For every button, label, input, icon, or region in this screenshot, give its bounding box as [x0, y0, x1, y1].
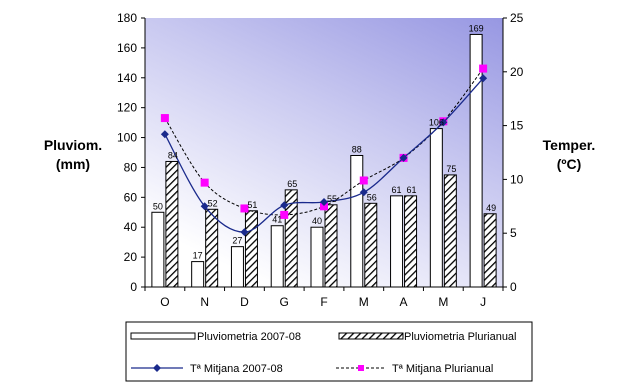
- legend-label-temp-2007-08: Tª Mitjana 2007-08: [190, 363, 283, 375]
- legend-swatch-pluviometria-plurianual: [338, 332, 404, 340]
- data-label-pluviometria-plurianual: 56: [367, 192, 377, 202]
- x-axis-category-label: O: [160, 295, 169, 309]
- legend-swatch-temp-2007-08-marker: [153, 364, 161, 372]
- point-temp-plurianual: [200, 178, 209, 187]
- right-axis-title-line1: Temper.: [543, 137, 596, 153]
- right-axis-tick-label: 5: [510, 226, 517, 240]
- x-axis-category-label: A: [400, 295, 408, 309]
- legend-label-pluviometria-2007-08: Pluviometria 2007-08: [197, 331, 301, 343]
- data-label-pluviometria-2007-08: 61: [392, 185, 402, 195]
- x-axis-category-label: G: [280, 295, 289, 309]
- lines-layer: [160, 64, 488, 237]
- bar-pluviometria-plurianual: [483, 213, 497, 288]
- bar-pluviometria-plurianual: [443, 174, 457, 288]
- bar-pluviometria-2007-08: [270, 225, 284, 288]
- point-temp-plurianual: [280, 210, 289, 219]
- point-temp-2007-08: [200, 202, 209, 211]
- point-temp-plurianual: [320, 202, 328, 211]
- left-axis-tick-label: 120: [117, 101, 137, 115]
- legend-swatch-temp-plurianual-marker: [358, 365, 364, 371]
- x-axis-category-label: J: [480, 295, 486, 309]
- bar-pluviometria-2007-08: [151, 211, 165, 288]
- data-label-pluviometria-2007-08: 17: [193, 251, 203, 261]
- point-temp-plurianual: [240, 204, 249, 213]
- right-axis-ticks: 0 5 10 15 20 25: [503, 11, 524, 294]
- point-temp-2007-08: [439, 118, 448, 127]
- point-temp-2007-08: [280, 201, 289, 210]
- right-axis-title-line2: (ºC): [557, 156, 582, 172]
- bar-pluviometria-2007-08: [350, 154, 364, 288]
- data-label-pluviometria-plurianual: 75: [446, 164, 456, 174]
- x-axis-category-label: M: [359, 295, 369, 309]
- data-label-pluviometria-plurianual: 84: [168, 150, 178, 160]
- left-axis-tick-label: 0: [130, 280, 137, 294]
- data-label-pluviometria-plurianual: 61: [407, 185, 417, 195]
- bar-pluviometria-plurianual: [205, 208, 219, 288]
- data-labels-layer: 50 84 17 52 27 51 41 65 40 55 88 56 61 61 106 75 169 49: [153, 23, 496, 260]
- data-label-pluviometria-plurianual: 65: [287, 179, 297, 189]
- point-temp-2007-08: [160, 130, 169, 139]
- legend: Pluviometria 2007-08 Pluviometria Pluria…: [125, 321, 533, 382]
- point-temp-2007-08: [320, 197, 328, 206]
- data-label-pluviometria-plurianual: 49: [486, 203, 496, 213]
- legend-label-temp-plurianual: Tª Mitjana Plurianual: [392, 363, 493, 375]
- data-label-pluviometria-2007-08: 106: [429, 118, 444, 128]
- bar-pluviometria-plurianual: [324, 204, 338, 288]
- point-temp-2007-08: [359, 188, 368, 197]
- data-label-pluviometria-2007-08: 41: [272, 215, 282, 225]
- bar-pluviometria-2007-08: [310, 226, 324, 288]
- x-axis-category-label: F: [320, 295, 327, 309]
- bar-pluviometria-plurianual: [165, 160, 179, 288]
- left-axis-title-line1: Pluviom.: [44, 137, 102, 153]
- data-label-pluviometria-plurianual: 52: [208, 198, 218, 208]
- x-axis-category-label: D: [240, 295, 249, 309]
- bar-pluviometria-2007-08: [230, 246, 244, 288]
- point-temp-plurianual: [359, 176, 368, 185]
- point-temp-2007-08: [240, 228, 249, 237]
- legend-swatch-pluviometria-2007-08: [130, 332, 196, 340]
- data-label-pluviometria-plurianual: 55: [327, 194, 337, 204]
- left-axis-title-line2: (mm): [56, 156, 90, 172]
- bar-pluviometria-plurianual: [404, 195, 418, 288]
- left-axis-tick-label: 100: [117, 131, 137, 145]
- bar-pluviometria-2007-08: [390, 195, 404, 288]
- left-axis-tick-label: 180: [117, 11, 137, 25]
- left-axis-ticks: 0 20 40 60 80 100 120 140 160 180: [117, 11, 145, 294]
- left-axis-tick-label: 80: [124, 160, 138, 174]
- right-axis-tick-label: 15: [510, 119, 524, 133]
- left-axis-tick-label: 60: [124, 190, 138, 204]
- x-axis-category-label: M: [438, 295, 448, 309]
- point-temp-2007-08: [479, 74, 488, 83]
- right-axis-tick-label: 10: [510, 172, 524, 186]
- data-label-pluviometria-2007-08: 27: [232, 236, 242, 246]
- right-axis-tick-label: 20: [510, 65, 524, 79]
- x-axis-category-label: N: [200, 295, 209, 309]
- point-temp-plurianual: [479, 64, 488, 73]
- data-label-pluviometria-2007-08: 40: [312, 216, 322, 226]
- left-axis-tick-label: 160: [117, 41, 137, 55]
- bar-pluviometria-plurianual: [244, 210, 258, 288]
- left-axis-tick-label: 20: [124, 250, 138, 264]
- data-label-pluviometria-plurianual: 51: [247, 200, 257, 210]
- legend-box: [125, 321, 533, 382]
- bar-pluviometria-2007-08: [429, 128, 443, 288]
- left-axis-tick-label: 140: [117, 71, 137, 85]
- point-temp-2007-08: [399, 153, 408, 162]
- data-label-pluviometria-2007-08: 50: [153, 201, 163, 211]
- right-axis-tick-label: 25: [510, 11, 524, 25]
- plot-area-background: [145, 18, 503, 287]
- data-label-pluviometria-2007-08: 169: [469, 23, 484, 33]
- legend-label-pluviometria-plurianual: Pluviometria Plurianual: [404, 331, 517, 343]
- left-axis-tick-label: 40: [124, 220, 138, 234]
- right-axis-tick-label: 0: [510, 280, 517, 294]
- data-label-pluviometria-2007-08: 88: [352, 144, 362, 154]
- point-temp-plurianual: [160, 114, 169, 123]
- bar-pluviometria-2007-08: [191, 261, 205, 288]
- bar-pluviometria-plurianual: [364, 202, 378, 288]
